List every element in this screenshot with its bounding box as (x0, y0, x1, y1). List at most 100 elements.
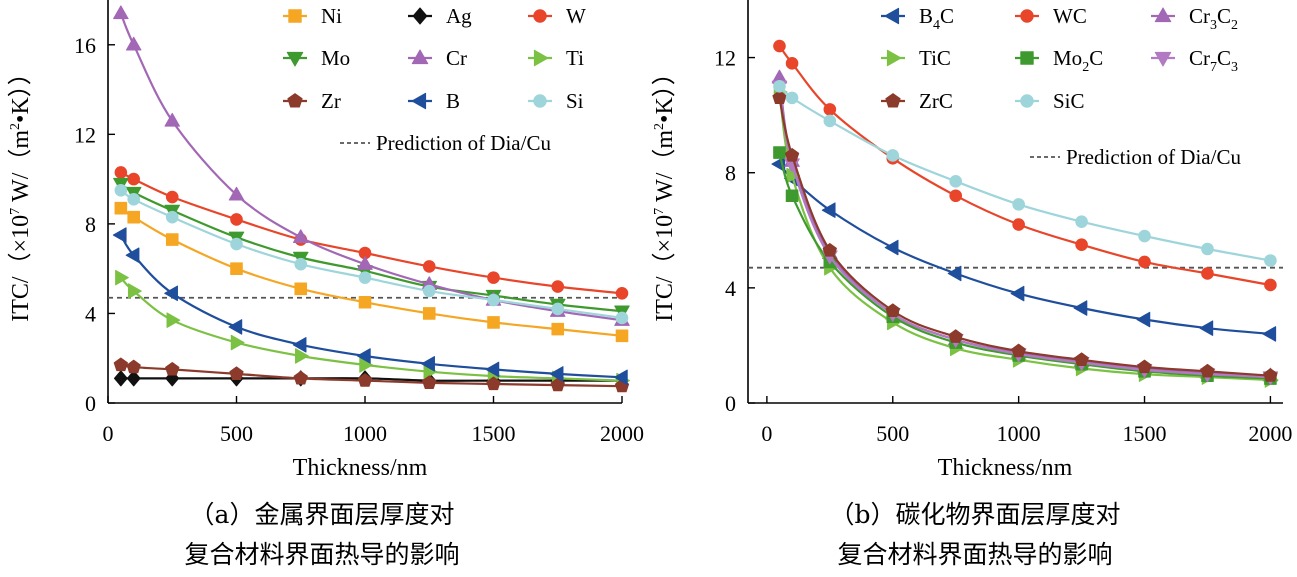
data-point (422, 375, 437, 389)
y-axis-label: ITC/（×107 W/（m2•K）） (652, 61, 678, 322)
data-point (421, 356, 435, 372)
legend-marker (286, 51, 304, 67)
data-point (615, 329, 629, 343)
legend-label: Si (566, 89, 584, 113)
x-tick-label: 0 (103, 421, 114, 446)
data-point (165, 233, 179, 246)
data-point (823, 103, 837, 116)
series-line (778, 45, 1271, 287)
data-point (422, 260, 436, 273)
series-b (112, 227, 628, 386)
x-tick-label: 1000 (343, 421, 387, 446)
series-line (778, 86, 1271, 379)
data-point (357, 256, 373, 270)
data-point (294, 257, 308, 271)
data-point (1263, 368, 1278, 382)
legend-marker (533, 9, 547, 23)
data-point (613, 369, 628, 386)
y-tick-label: 12 (714, 46, 736, 71)
legend-marker (885, 93, 901, 108)
legend-item: W (528, 4, 586, 28)
x-tick-label: 1000 (997, 421, 1041, 446)
data-point (949, 189, 963, 203)
data-point (126, 370, 141, 387)
series-line (119, 234, 623, 379)
caption-line-2: 复合材料界面热导的影响 (837, 540, 1112, 569)
data-point (127, 192, 140, 206)
data-point (292, 337, 307, 353)
data-point (786, 167, 801, 184)
series-ni (114, 201, 629, 343)
data-point (485, 361, 500, 378)
y-axis-label: ITC/（×107 W/（m2•K）） (8, 61, 34, 322)
legend-item: Cr3C2 (1151, 4, 1238, 33)
legend-label: SiC (1053, 89, 1085, 113)
data-point (822, 243, 837, 257)
data-point (772, 90, 787, 104)
series-b4c (771, 156, 1277, 342)
legend: Ni Ag W Mo Cr Ti Zr B Si Prediction of Dia/Cu (283, 4, 586, 155)
data-point (165, 190, 179, 204)
caption-line-1: （b）碳化物界面层厚度对 (829, 500, 1120, 529)
data-point (1264, 254, 1277, 267)
data-point (115, 269, 129, 286)
series-line (120, 377, 622, 382)
x-tick-label: 0 (761, 421, 772, 446)
data-point (551, 322, 565, 336)
legend-marker (412, 7, 428, 25)
legend-marker (1154, 51, 1172, 67)
data-point (1075, 238, 1088, 251)
data-point (114, 166, 128, 179)
legend-label: Ag (446, 4, 472, 28)
data-point (125, 36, 142, 51)
legend-item: Ti (528, 46, 584, 70)
legend-label-reference: Prediction of Dia/Cu (376, 131, 551, 155)
legend-label: WC (1053, 4, 1087, 28)
legend-item: Cr (408, 46, 467, 70)
data-point (785, 91, 799, 105)
series-zrc (772, 90, 1278, 382)
series-wc (773, 39, 1277, 292)
x-axis-label: Thickness/nm (938, 455, 1073, 481)
legend-item: SiC (1015, 89, 1085, 113)
data-point (113, 5, 129, 20)
data-point (230, 334, 245, 351)
legend-label: Cr3C2 (1189, 4, 1238, 33)
data-point (948, 329, 963, 343)
legend-item: TiC (881, 46, 951, 70)
data-point (165, 370, 180, 387)
data-point (487, 316, 500, 329)
data-point (126, 359, 141, 374)
chart-a: 0 500 1000 1500 2000 0 4 8 12 16 Thickness/nm ITC/（… (8, 0, 644, 569)
series-si (114, 184, 629, 325)
series-line (778, 152, 1271, 380)
data-point (112, 227, 127, 243)
x-tick-label: 2000 (600, 421, 644, 446)
x-tick-label: 1500 (1123, 421, 1167, 446)
data-point (885, 303, 900, 317)
data-point (949, 175, 963, 188)
data-point (1200, 363, 1215, 378)
data-point (127, 283, 142, 299)
legend-marker (411, 49, 429, 65)
legend-label: TiC (919, 46, 951, 70)
x-axis-label: Thickness/nm (293, 455, 428, 481)
legend-marker (288, 9, 302, 23)
y-tick-label: 0 (85, 391, 96, 416)
data-point (125, 247, 140, 263)
data-point (228, 319, 243, 335)
caption-line-1: （a）金属界面层厚度对 (190, 500, 455, 529)
data-point (884, 239, 899, 256)
legend-label: W (566, 4, 586, 28)
x-tick-label: 2000 (1248, 421, 1292, 446)
data-point (113, 370, 128, 387)
legend-label: Ni (321, 4, 342, 28)
series-line (120, 276, 623, 382)
data-point (114, 201, 128, 215)
data-point (293, 370, 308, 385)
y-tick-label: 4 (725, 276, 736, 301)
data-point (486, 376, 501, 391)
legend-marker (1020, 94, 1034, 108)
data-point (230, 262, 243, 275)
